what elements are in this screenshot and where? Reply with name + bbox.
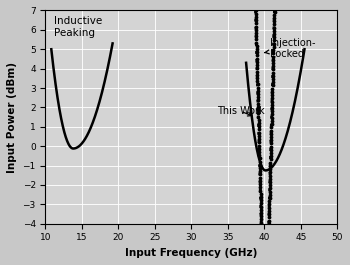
Text: This Work: This Work bbox=[217, 106, 265, 116]
X-axis label: Input Frequency (GHz): Input Frequency (GHz) bbox=[125, 248, 258, 258]
Y-axis label: Input Power (dBm): Input Power (dBm) bbox=[7, 61, 17, 173]
Text: Injection-
Locked: Injection- Locked bbox=[265, 38, 316, 59]
Text: Inductive
Peaking: Inductive Peaking bbox=[54, 16, 103, 38]
